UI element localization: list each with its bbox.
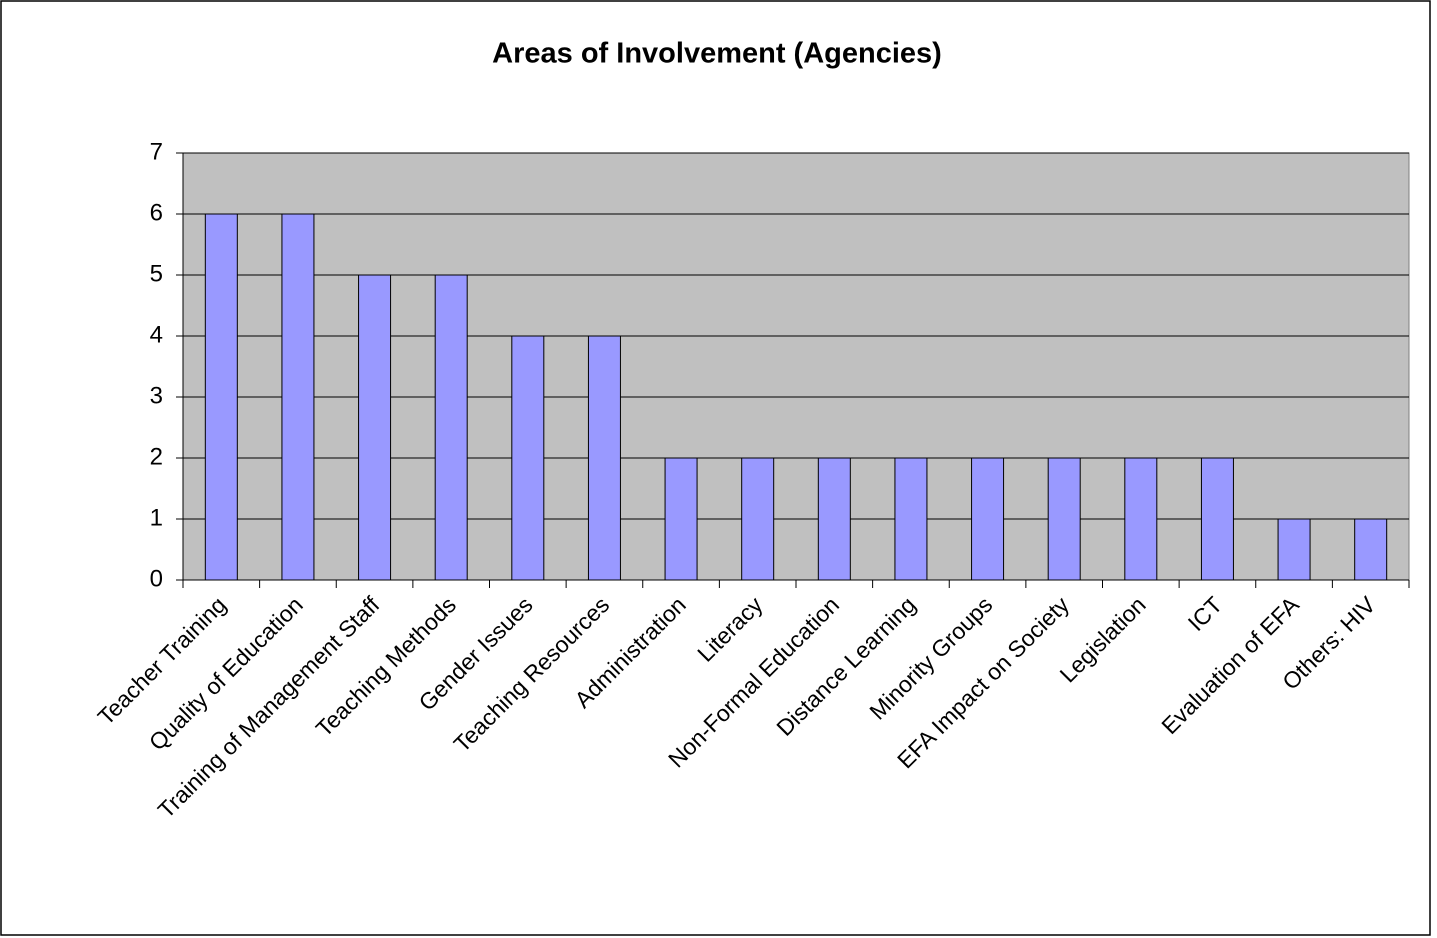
bar bbox=[1277, 518, 1311, 581]
bar bbox=[664, 457, 698, 581]
y-tick-label: 0 bbox=[150, 565, 163, 592]
bar bbox=[1047, 457, 1081, 581]
bar bbox=[1124, 457, 1158, 581]
bar bbox=[281, 213, 315, 581]
chart-title: Areas of Involvement (Agencies) bbox=[492, 38, 942, 70]
bar bbox=[1354, 518, 1388, 581]
y-tick-label: 6 bbox=[150, 199, 163, 226]
bar bbox=[741, 457, 775, 581]
y-tick-label: 1 bbox=[150, 504, 163, 531]
bar bbox=[511, 335, 545, 581]
bar bbox=[1200, 457, 1234, 581]
bar bbox=[971, 457, 1005, 581]
y-tick-label: 3 bbox=[150, 382, 163, 409]
bar bbox=[204, 213, 238, 581]
bar bbox=[894, 457, 928, 581]
y-tick-label: 5 bbox=[150, 260, 163, 287]
y-tick-label: 7 bbox=[150, 138, 163, 165]
bar bbox=[358, 274, 392, 581]
y-tick-label: 2 bbox=[150, 443, 163, 470]
bar bbox=[434, 274, 468, 581]
bar bbox=[587, 335, 621, 581]
bar bbox=[817, 457, 851, 581]
y-tick-label: 4 bbox=[150, 321, 163, 348]
